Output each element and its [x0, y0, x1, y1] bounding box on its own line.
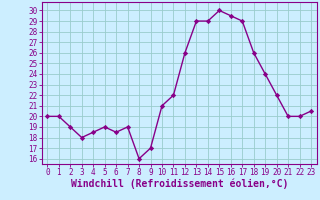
X-axis label: Windchill (Refroidissement éolien,°C): Windchill (Refroidissement éolien,°C)	[70, 179, 288, 189]
